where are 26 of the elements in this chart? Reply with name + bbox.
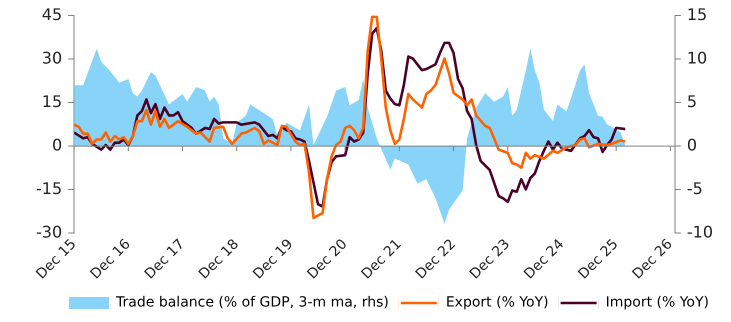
y-tick-label: -15 — [36, 178, 62, 198]
legend-label: Trade balance (% of GDP, 3-m ma, rhs) — [115, 294, 389, 311]
x-tick-label: Dec 16 — [88, 236, 134, 282]
x-tick-label: Dec 25 — [575, 236, 622, 282]
x-tick-label: Dec 21 — [358, 236, 405, 282]
x-tick-label: Dec 26 — [630, 236, 676, 282]
x-tick-label: Dec 24 — [521, 236, 568, 282]
y2-tick-label: -5 — [686, 178, 703, 198]
y2-tick-label: 10 — [686, 48, 708, 68]
x-tick-label: Dec 20 — [304, 236, 351, 282]
y2-tick-label: -10 — [686, 222, 714, 242]
y2-tick-label: 0 — [686, 135, 698, 154]
y-tick-label: -30 — [36, 222, 62, 242]
y-tick-label: 45 — [42, 4, 62, 24]
x-tick-label: Dec 22 — [412, 236, 459, 282]
y2-tick-label: 5 — [686, 92, 698, 111]
y-tick-label: 0 — [52, 135, 62, 154]
x-tick-label: Dec 18 — [196, 236, 242, 282]
x-tick-label: Dec 23 — [466, 236, 514, 282]
y-tick-label: 30 — [42, 48, 62, 68]
y-tick-label: 15 — [42, 92, 62, 111]
x-tick-label: Dec 19 — [250, 236, 296, 282]
legend-label: Import (% YoY) — [606, 294, 710, 311]
x-tick-label: Dec 17 — [142, 236, 188, 282]
y2-tick-label: 15 — [686, 4, 708, 24]
legend-label: Export (% YoY) — [446, 294, 549, 311]
